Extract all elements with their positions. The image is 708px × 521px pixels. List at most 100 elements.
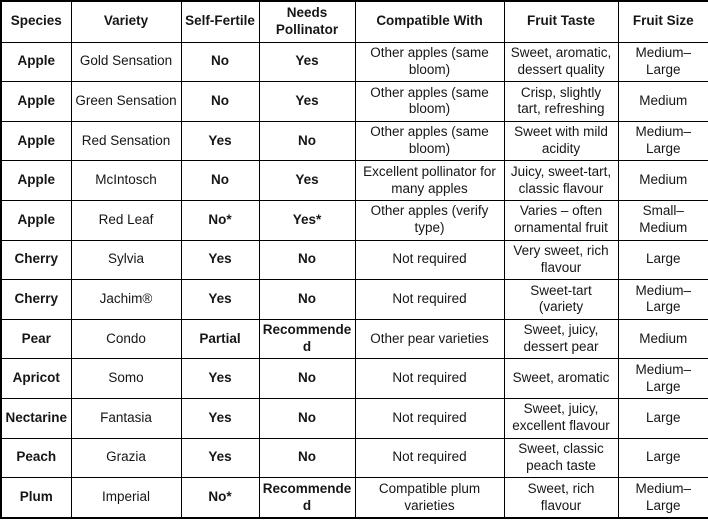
cell-fruit_taste: Sweet-tart (variety <box>503 279 619 320</box>
cell-species: Apple <box>0 81 72 122</box>
cell-fruit_taste: Crisp, slightly tart, refreshing <box>503 81 619 122</box>
cell-compatible_with: Not required <box>354 437 505 479</box>
cell-fruit_taste: Sweet, aromatic, dessert quality <box>503 41 619 83</box>
cell-fruit_size: Medium <box>617 81 708 122</box>
cell-compatible_with: Other apples (same bloom) <box>354 41 505 83</box>
cell-species: Pear <box>0 318 72 360</box>
cell-fruit_size: Medium–Large <box>617 358 708 399</box>
cell-fruit_size: Large <box>617 437 708 479</box>
column-header-variety: Variety <box>70 0 182 43</box>
cell-needs_pollinator: Recommended <box>258 477 356 519</box>
table-row: Apricot Somo Yes No Not required Sweet, aroma… <box>0 358 708 399</box>
cell-species: Apricot <box>0 358 72 399</box>
column-header-fruit_taste: Fruit Taste <box>503 0 619 43</box>
cell-needs_pollinator: No <box>258 120 356 162</box>
cell-fruit_taste: Sweet, aromatic <box>503 358 619 399</box>
cell-variety: Imperial <box>70 477 182 519</box>
cell-needs_pollinator: No <box>258 279 356 320</box>
cell-needs_pollinator: Yes* <box>258 199 356 241</box>
cell-self_fertile: No* <box>180 199 260 241</box>
cell-self_fertile: Partial <box>180 318 260 360</box>
cell-fruit_size: Medium–Large <box>617 279 708 320</box>
table-row: Apple McIntosch No Yes Excellent pollinator … <box>0 160 708 201</box>
cell-fruit_taste: Varies – often ornamental fruit <box>503 199 619 241</box>
cell-variety: Grazia <box>70 437 182 479</box>
cell-compatible_with: Not required <box>354 279 505 320</box>
cell-fruit_size: Large <box>617 397 708 439</box>
cell-species: Nectarine <box>0 397 72 439</box>
cell-self_fertile: Yes <box>180 397 260 439</box>
table-row: Cherry Sylvia Yes No Not required Very sweet,… <box>0 239 708 281</box>
cell-variety: Red Leaf <box>70 199 182 241</box>
table-row: Apple Red Leaf No* Yes* Other apples (verify… <box>0 199 708 241</box>
cell-compatible_with: Not required <box>354 358 505 399</box>
table-row: Nectarine Fantasia Yes No Not required Sweet,… <box>0 397 708 439</box>
cell-compatible_with: Other apples (verify type) <box>354 199 505 241</box>
cell-fruit_size: Medium–Large <box>617 477 708 519</box>
cell-variety: Red Sensation <box>70 120 182 162</box>
cell-species: Cherry <box>0 279 72 320</box>
cell-species: Apple <box>0 120 72 162</box>
header-row: Species Variety Self-Fertile Needs Pollinat… <box>0 0 708 43</box>
cell-compatible_with: Other pear varieties <box>354 318 505 360</box>
table-row: Apple Green Sensation No Yes Other apples (s… <box>0 81 708 122</box>
cell-species: Peach <box>0 437 72 479</box>
table-row: Plum Imperial No* Recommended Compatible plu… <box>0 477 708 519</box>
cell-variety: Green Sensation <box>70 81 182 122</box>
cell-fruit_size: Medium <box>617 160 708 201</box>
cell-needs_pollinator: No <box>258 358 356 399</box>
cell-fruit_taste: Very sweet, rich flavour <box>503 239 619 281</box>
cell-needs_pollinator: No <box>258 437 356 479</box>
cell-variety: Condo <box>70 318 182 360</box>
column-header-self_fertile: Self-Fertile <box>180 0 260 43</box>
table-row: Cherry Jachim® Yes No Not required Sweet-tart… <box>0 279 708 320</box>
cell-self_fertile: Yes <box>180 358 260 399</box>
cell-self_fertile: No <box>180 41 260 83</box>
cell-self_fertile: No <box>180 81 260 122</box>
cell-compatible_with: Compatible plum varieties <box>354 477 505 519</box>
cell-needs_pollinator: Yes <box>258 160 356 201</box>
cell-needs_pollinator: Yes <box>258 41 356 83</box>
cell-compatible_with: Excellent pollinator for many apples <box>354 160 505 201</box>
cell-fruit_taste: Sweet, juicy, excellent flavour <box>503 397 619 439</box>
cell-species: Apple <box>0 160 72 201</box>
cell-fruit_taste: Sweet with mild acidity <box>503 120 619 162</box>
cell-fruit_taste: Sweet, classic peach taste <box>503 437 619 479</box>
cell-variety: Gold Sensation <box>70 41 182 83</box>
cell-compatible_with: Not required <box>354 239 505 281</box>
table-body: Apple Gold Sensation No Yes Other apples (sa… <box>0 41 708 519</box>
column-header-species: Species <box>0 0 72 43</box>
cell-variety: Fantasia <box>70 397 182 439</box>
column-header-needs_pollinator: Needs Pollinator <box>258 0 356 43</box>
cell-needs_pollinator: Recommended <box>258 318 356 360</box>
cell-variety: Somo <box>70 358 182 399</box>
table-row: Apple Gold Sensation No Yes Other apples (sa… <box>0 41 708 83</box>
cell-self_fertile: Yes <box>180 437 260 479</box>
cell-species: Cherry <box>0 239 72 281</box>
cell-species: Apple <box>0 199 72 241</box>
cell-fruit_size: Small–Medium <box>617 199 708 241</box>
cell-self_fertile: No <box>180 160 260 201</box>
table-row: Pear Condo Partial Recommended Other pear va… <box>0 318 708 360</box>
cell-fruit_size: Large <box>617 239 708 281</box>
cell-variety: Sylvia <box>70 239 182 281</box>
cell-self_fertile: Yes <box>180 279 260 320</box>
cell-needs_pollinator: No <box>258 397 356 439</box>
cell-fruit_taste: Juicy, sweet-tart, classic flavour <box>503 160 619 201</box>
cell-variety: Jachim® <box>70 279 182 320</box>
column-header-fruit_size: Fruit Size <box>617 0 708 43</box>
cell-fruit_size: Medium–Large <box>617 120 708 162</box>
cell-compatible_with: Other apples (same bloom) <box>354 120 505 162</box>
cell-needs_pollinator: Yes <box>258 81 356 122</box>
cell-fruit_taste: Sweet, rich flavour <box>503 477 619 519</box>
cell-species: Plum <box>0 477 72 519</box>
cell-fruit_size: Medium <box>617 318 708 360</box>
cell-needs_pollinator: No <box>258 239 356 281</box>
cell-species: Apple <box>0 41 72 83</box>
cell-fruit_taste: Sweet, juicy, dessert pear <box>503 318 619 360</box>
cell-self_fertile: Yes <box>180 239 260 281</box>
cell-self_fertile: Yes <box>180 120 260 162</box>
cell-variety: McIntosch <box>70 160 182 201</box>
cell-self_fertile: No* <box>180 477 260 519</box>
